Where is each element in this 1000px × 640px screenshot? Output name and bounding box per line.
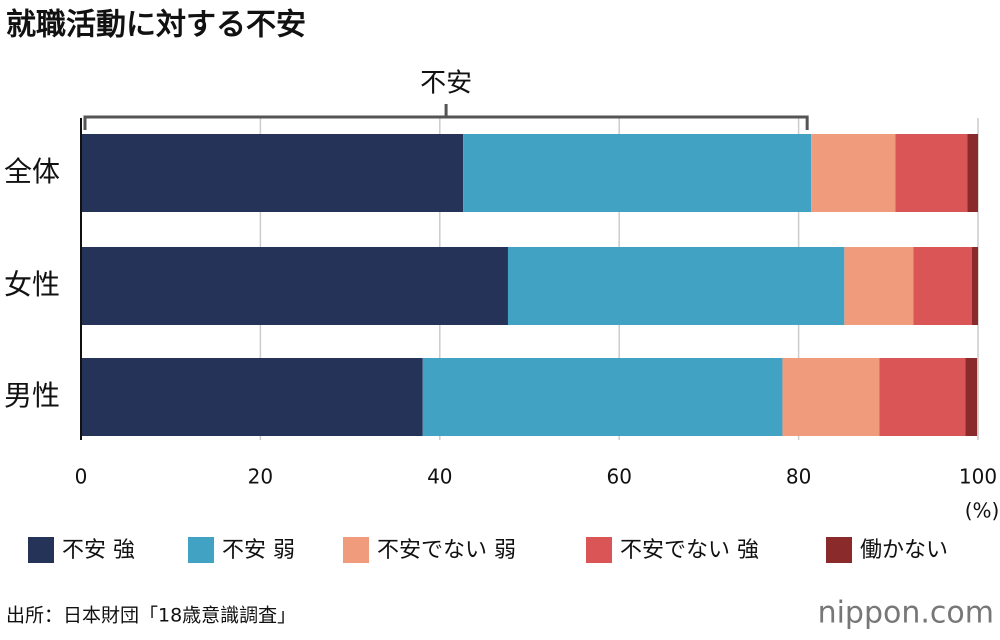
legend-label: 働かない <box>860 538 948 563</box>
bar-segment <box>422 358 783 436</box>
chart-title: 就職活動に対する不安 <box>6 8 306 43</box>
bar-segment <box>81 134 464 212</box>
logo: nippon.com <box>818 596 994 631</box>
legend-swatch <box>826 537 852 563</box>
bar-segment <box>844 247 914 325</box>
x-tick-label: 60 <box>606 465 631 489</box>
annotation: 不安 <box>420 69 472 99</box>
bar-segment <box>913 247 972 325</box>
legend-swatch <box>188 537 214 563</box>
bar-segment <box>463 134 812 212</box>
y-tick-label: 男性 <box>4 379 60 412</box>
legend-label: 不安 強 <box>62 538 135 563</box>
x-tick-label: 20 <box>248 465 273 489</box>
bar-segment <box>507 247 845 325</box>
legend-swatch <box>586 537 612 563</box>
x-tick-label: 80 <box>786 465 811 489</box>
legend-swatch <box>28 537 54 563</box>
x-unit: (%) <box>965 499 1000 523</box>
bar-segment <box>81 358 423 436</box>
bar-segment <box>967 134 978 212</box>
bar-segment <box>81 247 508 325</box>
legend-swatch <box>343 537 369 563</box>
bar-segment <box>811 134 896 212</box>
bar-segment <box>895 134 968 212</box>
annotation-bracket <box>83 115 809 130</box>
x-tick-label: 40 <box>427 465 452 489</box>
y-tick-label: 全体 <box>4 155 60 188</box>
legend-label: 不安 弱 <box>222 538 295 563</box>
x-tick-label: 0 <box>75 465 88 489</box>
bar-segment <box>879 358 966 436</box>
y-tick-label: 女性 <box>4 268 60 301</box>
legend-label: 不安でない 弱 <box>377 538 516 563</box>
legend-label: 不安でない 強 <box>620 538 759 563</box>
source: 出所：日本財団「18歳意識調査」 <box>6 605 296 627</box>
x-tick-label: 100 <box>959 465 997 489</box>
bar-segment <box>971 247 978 325</box>
bar-segment <box>965 358 978 436</box>
bar-segment <box>782 358 880 436</box>
